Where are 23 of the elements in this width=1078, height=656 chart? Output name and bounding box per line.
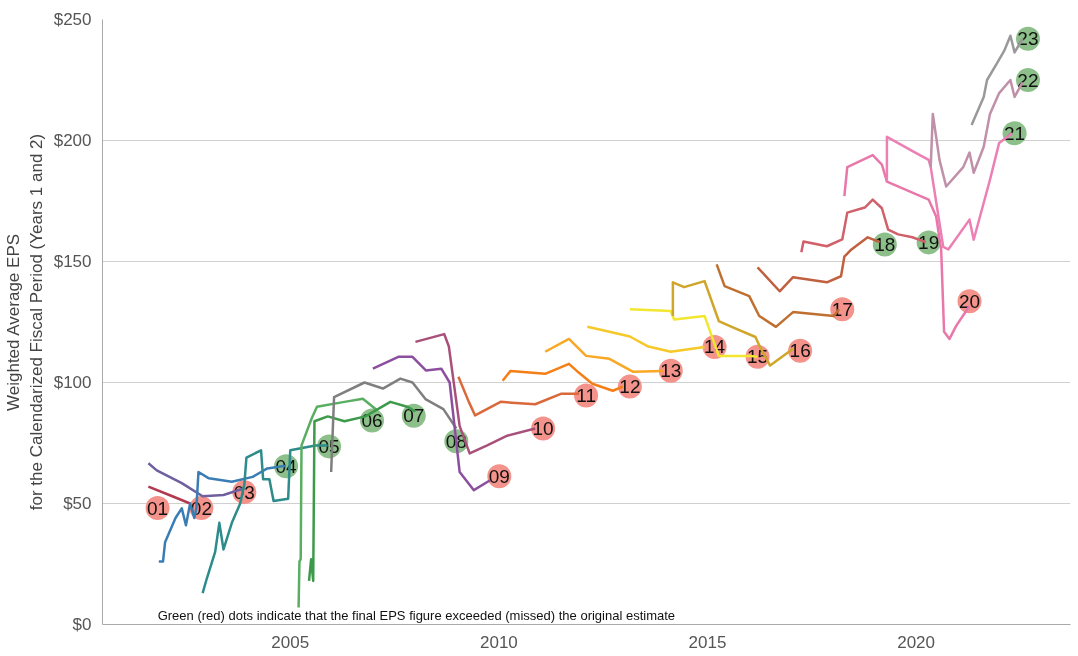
annotation: 11 [576,385,596,407]
y-tick-label: $0 [72,615,92,634]
y-tick-label: $150 [53,252,92,271]
annotation: Green (red) dots indicate that the final EPS figure exceeded (missed) the original estimate [157,608,676,624]
annotation: 13 [660,360,682,382]
annotation: 12 [619,376,641,398]
annotation: 20 [958,290,981,312]
annotation: 18 [874,234,896,256]
x-tick-label: 2015 [688,632,727,652]
annotation: 01 [147,497,169,519]
x-tick-label: 2005 [271,632,310,652]
annotation: 19 [918,231,940,253]
y-axis-title: Weighted Average EPS for the Calendarized Fiscal Period (Years 1 and 2) [3,133,46,511]
annotation: 09 [488,465,510,487]
x-tick-label: 2020 [897,632,936,652]
annotation: 16 [789,340,811,362]
y-tick-label: $250 [53,10,92,29]
annotation: 07 [403,405,425,427]
annotation: 10 [532,417,554,439]
x-tick-label: 2010 [479,632,518,652]
y-tick-label: $100 [53,373,92,392]
y-tick-label: $50 [63,494,92,513]
y-tick-label: $200 [53,131,92,150]
